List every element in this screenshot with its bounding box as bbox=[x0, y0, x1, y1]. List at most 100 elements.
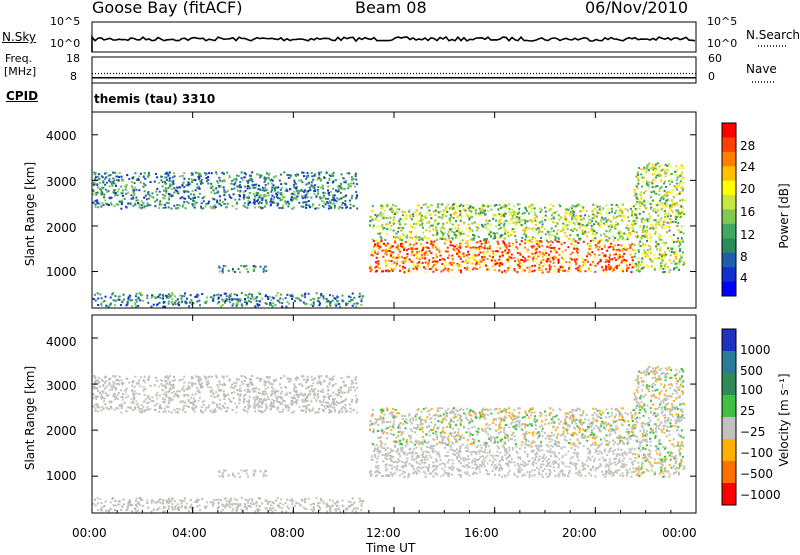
velocity-cell-band-4 bbox=[415, 415, 417, 417]
power-cell-band-0 bbox=[324, 177, 326, 179]
power-cell-band-0 bbox=[303, 175, 305, 177]
velocity-cell-band-0 bbox=[334, 398, 336, 400]
power-cell-band-1 bbox=[142, 300, 144, 302]
power-cell-band-3 bbox=[476, 268, 478, 270]
velocity-cell-band-0 bbox=[355, 382, 357, 384]
power-cell-band-3 bbox=[576, 258, 578, 260]
power-cell-band-1 bbox=[119, 296, 121, 298]
power-cell-band-2 bbox=[223, 265, 225, 267]
velocity-cell-band-3 bbox=[412, 472, 414, 474]
power-cell-band-0 bbox=[279, 207, 281, 209]
velocity-cell-band-3 bbox=[416, 452, 418, 454]
power-cell-band-1 bbox=[188, 305, 190, 307]
velocity-cell-band-4 bbox=[505, 417, 507, 419]
power-cell-band-0 bbox=[320, 187, 322, 189]
power-cell-band-3 bbox=[424, 257, 426, 259]
velocity-cell-band-1 bbox=[188, 510, 190, 512]
velocity-cell-band-0 bbox=[340, 402, 342, 404]
power-cell-band-0 bbox=[253, 193, 255, 195]
power-cell-band-1 bbox=[224, 293, 226, 295]
velocity-cell-band-0 bbox=[202, 401, 204, 403]
power-cell-band-0 bbox=[276, 202, 278, 204]
power-cell-band-4 bbox=[389, 222, 391, 224]
velocity-cell-band-0 bbox=[289, 392, 291, 394]
power-cell-band-0 bbox=[135, 197, 137, 199]
power-cell-band-0 bbox=[266, 172, 268, 174]
power-cell-band-0 bbox=[334, 199, 336, 201]
velocity-cell-band-0 bbox=[218, 389, 220, 391]
power-cell-band-1 bbox=[250, 301, 252, 303]
power-cell-band-3 bbox=[590, 254, 592, 256]
velocity-cell-band-0 bbox=[182, 379, 184, 381]
power-cell-band-3 bbox=[516, 271, 518, 273]
power-cell-band-3 bbox=[385, 249, 387, 251]
power-cell-band-0 bbox=[183, 201, 185, 203]
power-cell-band-0 bbox=[243, 194, 245, 196]
power-cell-band-0 bbox=[312, 203, 314, 205]
velocity-cell-band-3 bbox=[484, 449, 486, 451]
velocity-cell-band-0 bbox=[144, 388, 146, 390]
velocity-cell-band-1 bbox=[353, 502, 355, 504]
velocity-cell-band-2 bbox=[246, 469, 248, 471]
velocity-cell-band-3 bbox=[519, 471, 521, 473]
velocity-cell-band-3 bbox=[460, 458, 462, 460]
velocity-cell-band-1 bbox=[304, 508, 306, 510]
power-cell-band-0 bbox=[283, 171, 285, 173]
velocity-cell-band-3 bbox=[406, 454, 408, 456]
velocity-cell-band-0 bbox=[104, 403, 106, 405]
velocity-cell-band-1 bbox=[236, 499, 238, 501]
power-cell-band-1 bbox=[228, 296, 230, 298]
power-cell-band-1 bbox=[175, 300, 177, 302]
velocity-cell-band-1 bbox=[251, 501, 253, 503]
power-cell-band-1 bbox=[135, 306, 137, 308]
power-cell-band-0 bbox=[314, 189, 316, 191]
power-cell-band-1 bbox=[232, 305, 234, 307]
power-cell-band-0 bbox=[259, 174, 261, 176]
power-cell-band-0 bbox=[146, 198, 148, 200]
power-cell-band-0 bbox=[139, 204, 141, 206]
velocity-cell-band-0 bbox=[249, 405, 251, 407]
velocity-cell-band-3 bbox=[401, 450, 403, 452]
velocity-cell-band-0 bbox=[293, 388, 295, 390]
power-cell-band-4 bbox=[619, 236, 621, 238]
power-cell-band-0 bbox=[291, 208, 293, 210]
power-cell-band-0 bbox=[308, 182, 310, 184]
power-cell-band-0 bbox=[169, 171, 171, 173]
velocity-cell-band-0 bbox=[156, 392, 158, 394]
power-cell-band-0 bbox=[205, 174, 207, 176]
power-cell-band-4 bbox=[444, 228, 446, 230]
velocity-cell-band-0 bbox=[315, 400, 317, 402]
power-cell-band-1 bbox=[319, 303, 321, 305]
velocity-cell-band-0 bbox=[205, 407, 207, 409]
velocity-cell-band-3 bbox=[409, 449, 411, 451]
power-cell-band-0 bbox=[134, 187, 136, 189]
power-cell-band-3 bbox=[532, 270, 534, 272]
power-cell-band-0 bbox=[343, 181, 345, 183]
velocity-cell-band-0 bbox=[169, 375, 171, 377]
power-cell-band-0 bbox=[137, 202, 139, 204]
velocity-cell-band-0 bbox=[265, 388, 267, 390]
power-cell-band-3 bbox=[553, 259, 555, 261]
velocity-cell-band-3 bbox=[397, 458, 399, 460]
velocity-cell-band-0 bbox=[185, 411, 187, 413]
power-cell-band-3 bbox=[460, 271, 462, 273]
power-cell-band-0 bbox=[122, 178, 124, 180]
power-cell-band-4 bbox=[621, 236, 623, 238]
power-cell-band-3 bbox=[435, 269, 437, 271]
velocity-cell-band-3 bbox=[389, 454, 391, 456]
power-cell-band-0 bbox=[172, 180, 174, 182]
velocity-cell-band-0 bbox=[177, 412, 179, 414]
power-cell-band-1 bbox=[329, 294, 331, 296]
velocity-cell-band-0 bbox=[122, 393, 124, 395]
power-cell-band-0 bbox=[97, 183, 99, 185]
power-cell-band-3 bbox=[378, 248, 380, 250]
velocity-cell-band-0 bbox=[309, 393, 311, 395]
velocity-cell-band-0 bbox=[188, 401, 190, 403]
velocity-cell-band-3 bbox=[527, 471, 529, 473]
power-cell-band-3 bbox=[598, 241, 600, 243]
power-cell-band-1 bbox=[172, 304, 174, 306]
velocity-cell-band-0 bbox=[210, 395, 212, 397]
power-cell-band-0 bbox=[164, 195, 166, 197]
power-cell-band-2 bbox=[247, 271, 249, 273]
